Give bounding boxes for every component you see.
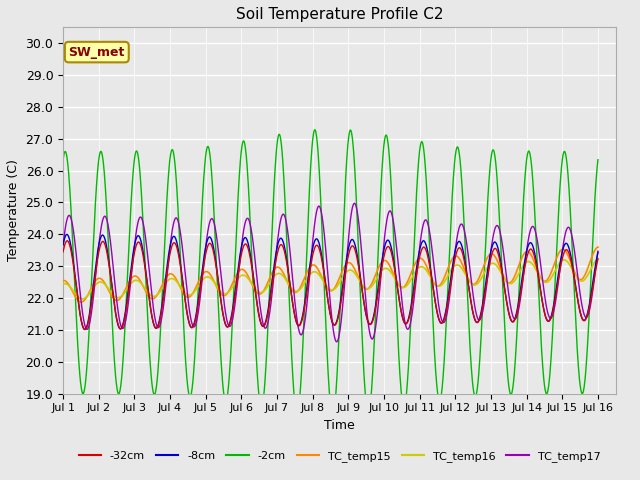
Legend: -32cm, -8cm, -2cm, TC_temp15, TC_temp16, TC_temp17: -32cm, -8cm, -2cm, TC_temp15, TC_temp16,…	[74, 447, 605, 467]
Y-axis label: Temperature (C): Temperature (C)	[7, 159, 20, 262]
Text: SW_met: SW_met	[68, 46, 125, 59]
Title: Soil Temperature Profile C2: Soil Temperature Profile C2	[236, 7, 444, 22]
X-axis label: Time: Time	[324, 419, 355, 432]
